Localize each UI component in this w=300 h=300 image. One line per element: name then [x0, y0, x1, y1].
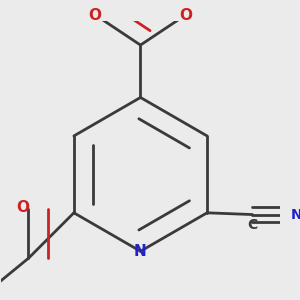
Text: N: N: [290, 208, 300, 222]
Text: O: O: [179, 8, 192, 23]
Text: O: O: [17, 200, 30, 215]
Text: C: C: [248, 218, 258, 232]
Text: O: O: [88, 8, 101, 23]
Text: N: N: [134, 244, 147, 259]
